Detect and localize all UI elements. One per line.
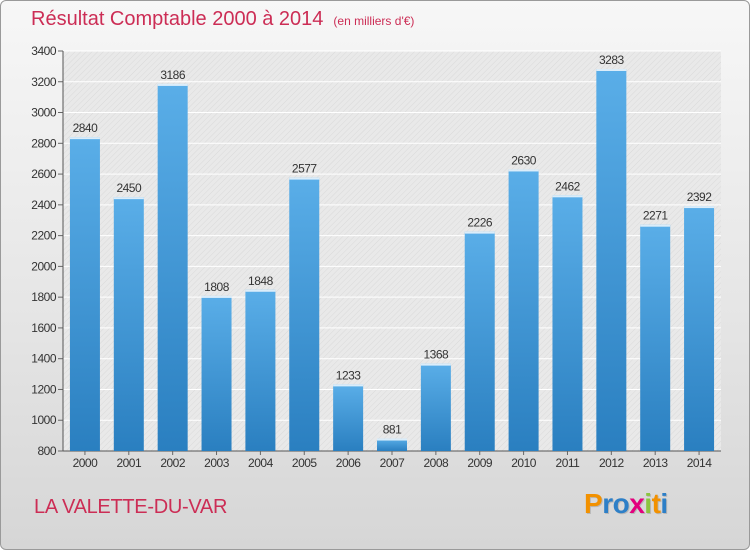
x-tick-label: 2009 xyxy=(467,456,493,470)
bar-value-label: 2392 xyxy=(687,190,713,204)
bar-value-label: 2577 xyxy=(292,162,318,176)
bar-value-label: 2226 xyxy=(467,216,493,230)
logo-letter: P xyxy=(584,488,603,519)
bar-highlight xyxy=(69,137,100,140)
logo-letter: r xyxy=(602,488,613,519)
commune-name: LA VALETTE-DU-VAR xyxy=(34,496,228,518)
bar-highlight xyxy=(640,224,671,227)
bar xyxy=(640,224,671,451)
bar-highlight xyxy=(684,206,715,209)
proxiti-logo: Proxiti xyxy=(584,488,668,520)
bar-value-label: 1233 xyxy=(336,368,362,382)
bar-value-label: 1368 xyxy=(424,348,450,362)
bar xyxy=(201,295,232,451)
bar xyxy=(333,384,364,451)
logo-letter: x xyxy=(629,488,645,519)
bar xyxy=(289,177,320,451)
bar-value-label: 1808 xyxy=(204,280,230,294)
bar-highlight xyxy=(289,177,320,180)
bar-highlight xyxy=(157,83,188,86)
bar xyxy=(245,289,276,451)
x-tick-label: 2007 xyxy=(380,456,406,470)
y-tick-label: 2000 xyxy=(31,259,57,273)
y-tick-label: 1400 xyxy=(31,352,57,366)
logo-letter: o xyxy=(612,488,630,519)
y-tick-label: 1200 xyxy=(31,382,57,396)
y-tick-label: 2400 xyxy=(31,198,57,212)
bar-highlight xyxy=(464,231,495,234)
x-tick-label: 2000 xyxy=(73,456,99,470)
title-text: Résultat Comptable 2000 à 2014 xyxy=(31,8,324,30)
bar-value-label: 2450 xyxy=(116,181,142,195)
x-tick-label: 2013 xyxy=(643,456,669,470)
bar xyxy=(552,195,583,451)
bar-highlight xyxy=(508,169,539,172)
x-tick-label: 2012 xyxy=(599,456,625,470)
y-tick-label: 1800 xyxy=(31,290,57,304)
bar-highlight xyxy=(333,384,364,387)
x-tick-label: 2002 xyxy=(160,456,186,470)
bar-highlight xyxy=(113,197,144,200)
bar xyxy=(420,363,451,451)
y-tick-label: 1600 xyxy=(31,321,57,335)
bar xyxy=(508,169,539,451)
bar xyxy=(157,83,188,451)
logo-letter: t xyxy=(651,488,661,519)
logo-letter: i xyxy=(644,488,652,519)
bar-value-label: 1848 xyxy=(248,274,274,288)
x-tick-label: 2004 xyxy=(248,456,274,470)
y-tick-label: 3000 xyxy=(31,106,57,120)
y-tick-label: 2600 xyxy=(31,167,57,181)
y-tick-label: 2800 xyxy=(31,136,57,150)
x-tick-label: 2006 xyxy=(336,456,362,470)
bar-highlight xyxy=(377,438,407,441)
bar-highlight xyxy=(245,289,276,292)
y-tick-label: 3400 xyxy=(31,44,57,58)
bar xyxy=(69,137,100,451)
bar-value-label: 3283 xyxy=(599,53,625,67)
x-tick-label: 2005 xyxy=(292,456,318,470)
y-tick-label: 1000 xyxy=(31,413,57,427)
title-subtitle: (en milliers d'€) xyxy=(333,14,415,28)
y-tick-label: 3200 xyxy=(31,75,57,89)
bar-highlight xyxy=(552,195,583,198)
bar xyxy=(596,69,627,451)
x-tick-label: 2008 xyxy=(424,456,450,470)
bar xyxy=(377,438,407,451)
bar-value-label: 3186 xyxy=(160,68,186,82)
x-tick-label: 2003 xyxy=(204,456,230,470)
bar-value-label: 2840 xyxy=(73,121,99,135)
bar-highlight xyxy=(420,363,451,366)
bar xyxy=(684,206,715,451)
bar-value-label: 2462 xyxy=(555,179,581,193)
bar-value-label: 881 xyxy=(383,423,402,437)
bar xyxy=(113,197,144,451)
bar-value-label: 2271 xyxy=(643,209,669,223)
bar-highlight xyxy=(596,69,627,71)
y-tick-label: 800 xyxy=(37,444,56,458)
bar xyxy=(464,231,495,451)
bar-highlight xyxy=(201,295,232,298)
bar-value-label: 2630 xyxy=(511,153,537,167)
x-tick-label: 2011 xyxy=(556,456,581,470)
x-tick-label: 2001 xyxy=(116,456,142,470)
chart-title: Résultat Comptable 2000 à 2014 (en millie… xyxy=(31,8,414,31)
logo-letter: i xyxy=(660,488,668,519)
x-tick-label: 2014 xyxy=(687,456,713,470)
y-tick-label: 2200 xyxy=(31,229,57,243)
x-tick-label: 2010 xyxy=(511,456,537,470)
